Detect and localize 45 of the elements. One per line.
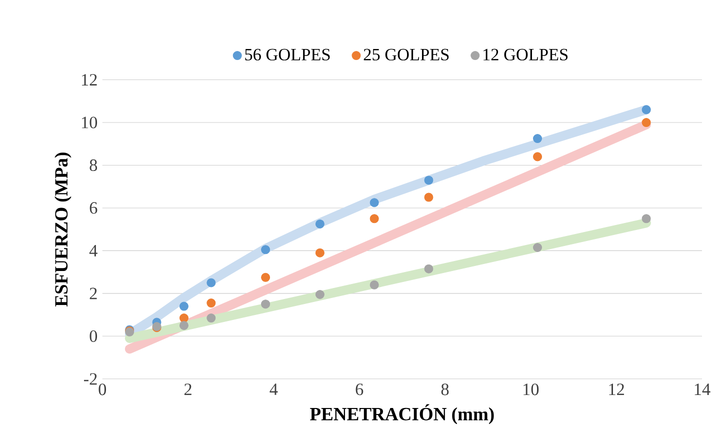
x-tick-label: 14 <box>694 384 710 396</box>
x-tick-label: 12 <box>609 384 624 396</box>
x-axis-title: PENETRACIÓN (mm) <box>310 404 494 424</box>
point <box>642 214 651 224</box>
y-tick-label: 2 <box>90 288 97 300</box>
point <box>424 193 434 202</box>
y-tick-label: 0 <box>90 330 98 342</box>
point <box>533 243 542 252</box>
x-tick-label: 10 <box>524 384 539 396</box>
x-tick-label: 2 <box>184 384 192 396</box>
legend-label: 12 GOLPES <box>484 49 568 61</box>
point <box>370 214 379 224</box>
point <box>206 314 216 323</box>
point <box>206 278 216 288</box>
y-tick-label: 12 <box>82 74 97 86</box>
y-tick-label: 4 <box>89 245 98 257</box>
point <box>315 248 324 258</box>
x-tick-label: 8 <box>441 384 449 396</box>
y-tick-label: 10 <box>82 116 98 129</box>
point <box>424 264 434 274</box>
point <box>261 245 270 254</box>
point <box>642 105 651 114</box>
legend-label: 25 GOLPES <box>364 49 449 61</box>
x-tick-label: 0 <box>98 384 106 396</box>
x-tick-label: 4 <box>270 384 278 396</box>
legend-label: 56 GOLPES <box>245 49 330 61</box>
point <box>261 273 270 282</box>
point <box>179 321 188 330</box>
point <box>370 280 379 290</box>
point <box>370 198 379 208</box>
point <box>261 300 270 309</box>
point <box>206 298 216 308</box>
y-tick-label: -2 <box>84 373 97 385</box>
y-axis-title: ESFUERZO (MPa) <box>54 152 72 307</box>
point <box>315 290 324 300</box>
y-tick-label: 8 <box>90 160 98 172</box>
point <box>315 220 324 229</box>
y-tick-label: 6 <box>90 202 98 214</box>
point <box>179 302 188 311</box>
point <box>533 152 542 162</box>
point <box>533 134 542 144</box>
point <box>424 176 434 185</box>
x-tick-label: 6 <box>356 384 364 396</box>
point <box>179 314 188 323</box>
point <box>642 118 651 128</box>
